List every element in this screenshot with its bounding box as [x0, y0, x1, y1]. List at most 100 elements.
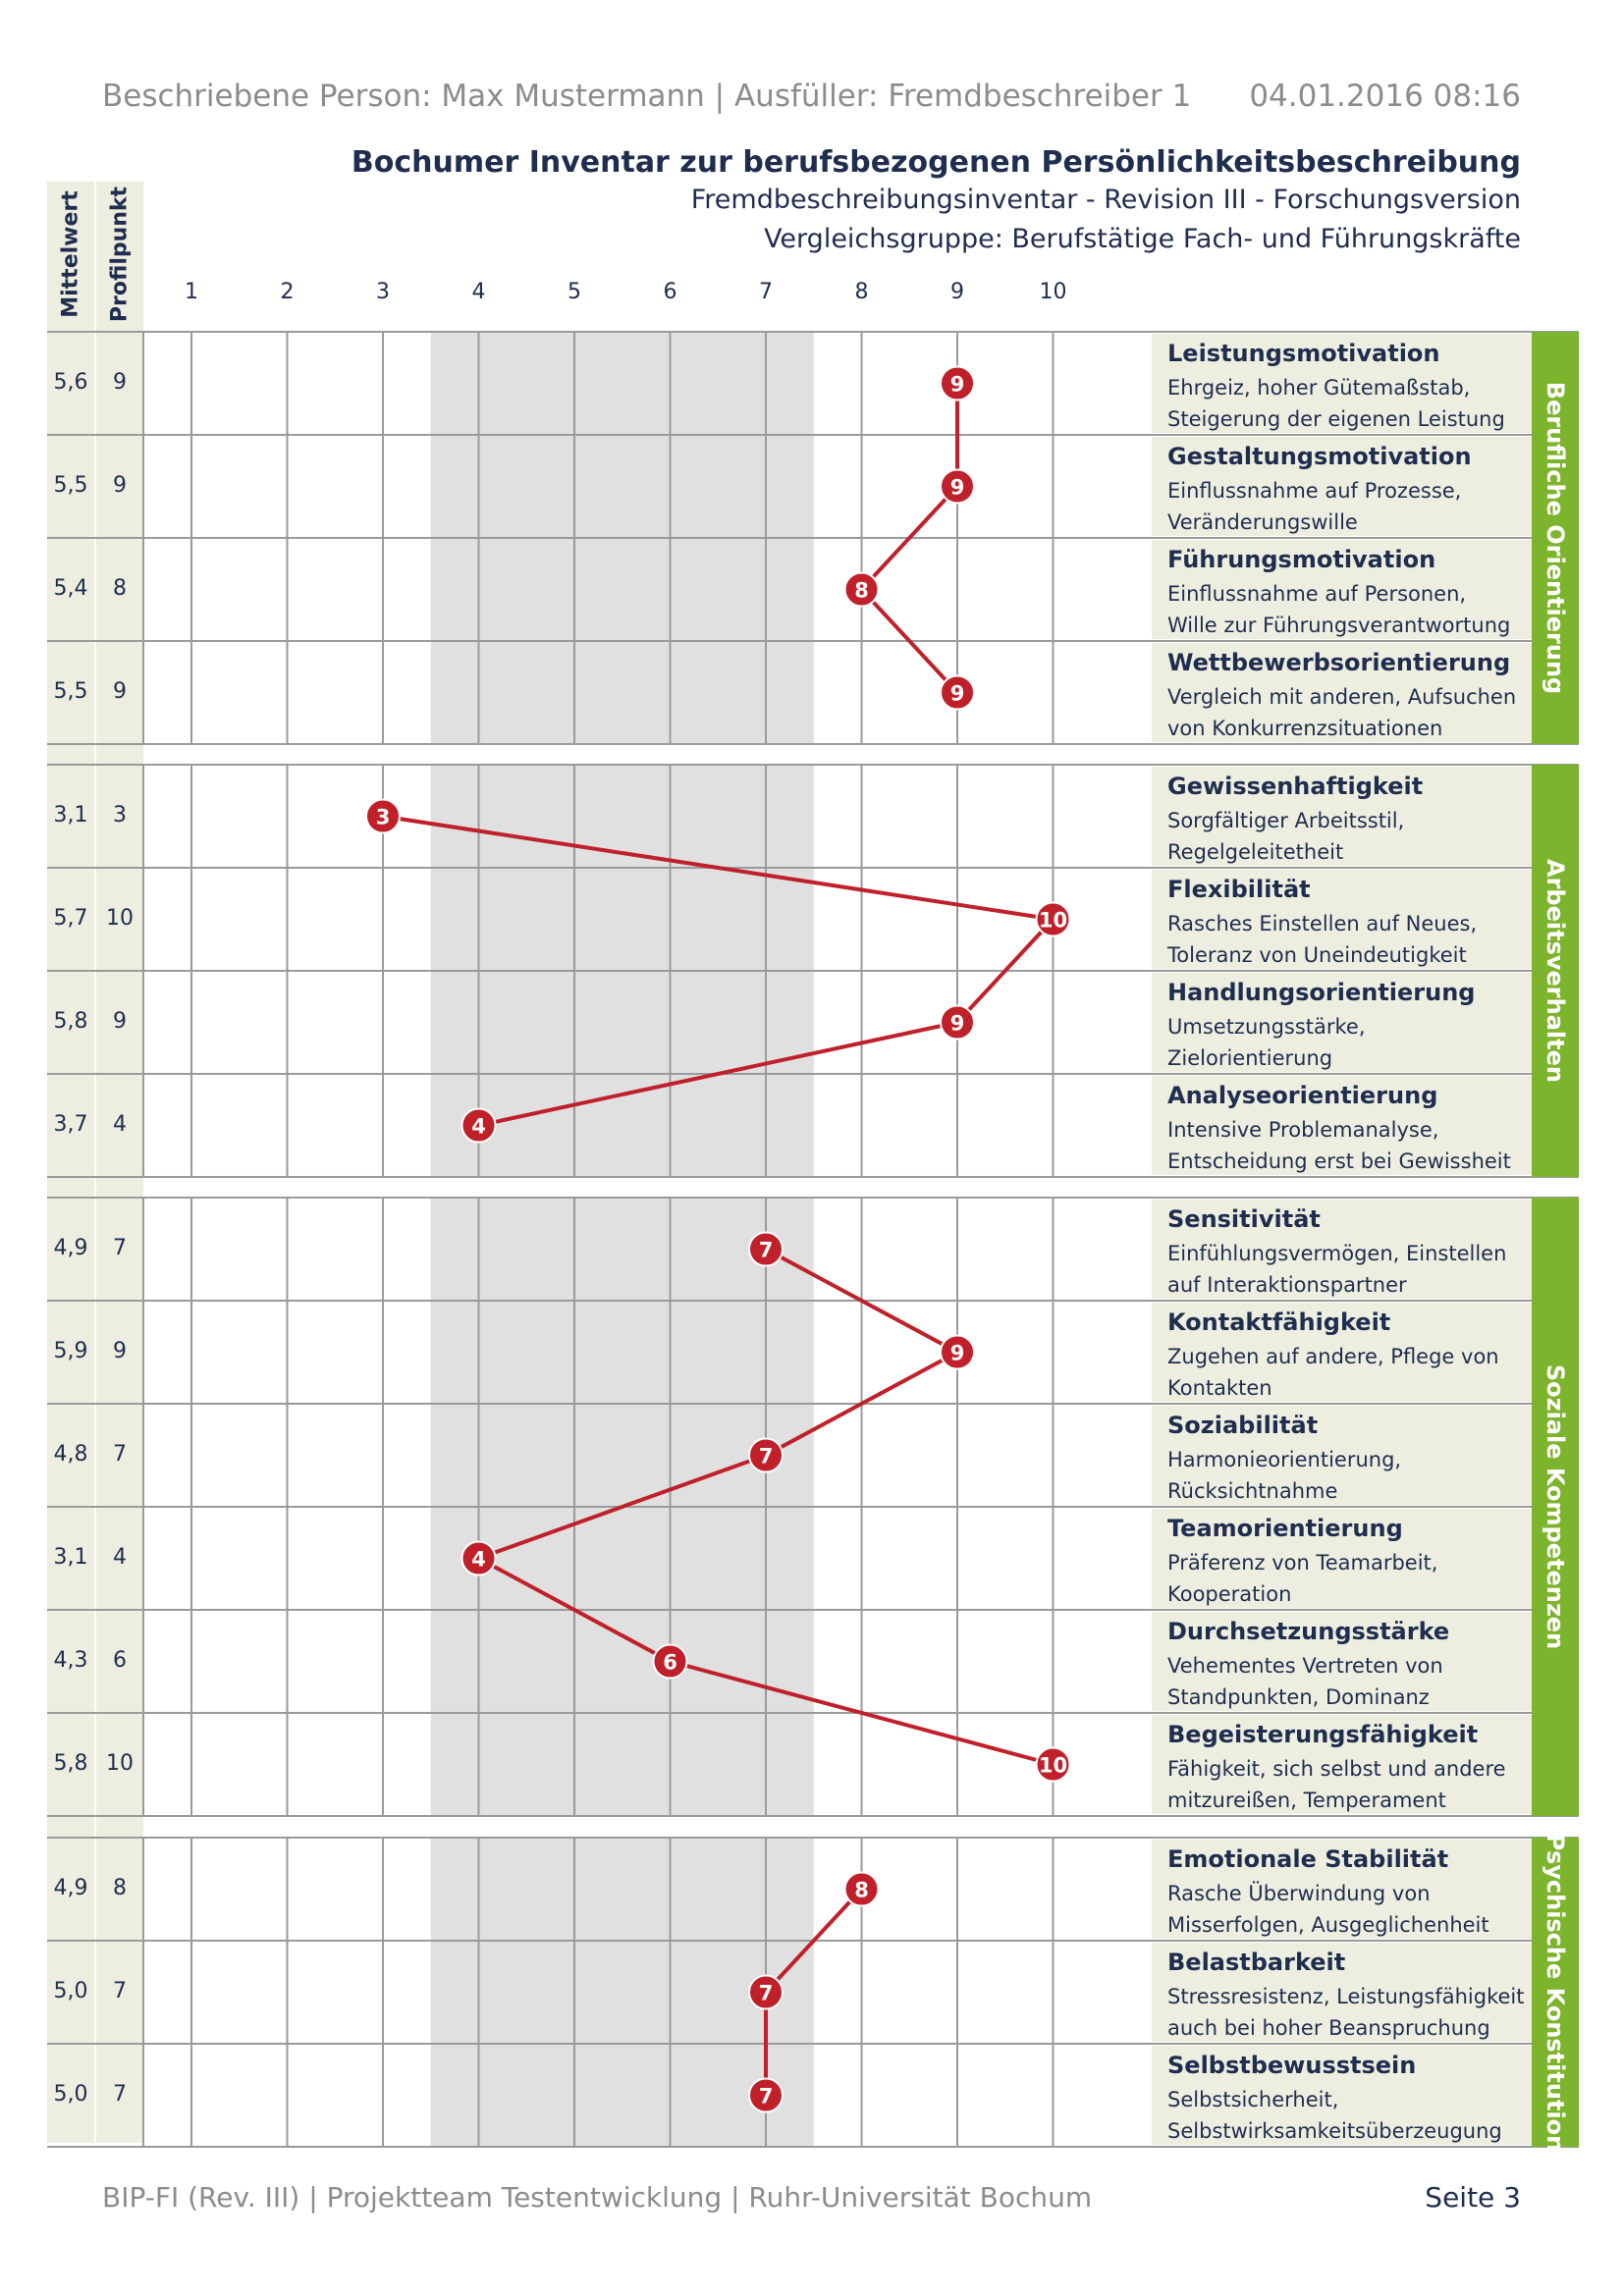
scale-desc-line1: Einflussnahme auf Personen, — [1167, 582, 1467, 606]
mean-value: 5,5 — [53, 678, 88, 704]
scale-row: 4,9 8 Emotionale Stabilität Rasche Überwind… — [47, 1838, 1574, 1941]
profile-marker-label: 8 — [854, 1879, 869, 1902]
scale-desc-text: Einflussnahme auf Personen, Wille zur Füh… — [1167, 578, 1510, 641]
profile-value: 7 — [113, 2081, 127, 2107]
scale-row: 5,5 9 Wettbewerbsorientierung Vergleich mit… — [47, 641, 1574, 744]
scale-description: Gestaltungsmotivation Einflussnahme auf P… — [1152, 437, 1574, 536]
scale-desc-line2: Rücksichtnahme — [1167, 1479, 1338, 1503]
profile-marker-dot — [748, 2077, 784, 2113]
scale-tick-label: 3 — [376, 280, 390, 304]
mean-value: 5,0 — [53, 2081, 88, 2107]
scale-description: Gewissenhaftigkeit Sorgfältiger Arbeitsst… — [1152, 767, 1574, 866]
mean-value: 4,9 — [53, 1235, 88, 1260]
profile-value: 6 — [113, 1647, 127, 1673]
scale-desc-line1: Vehementes Vertreten von — [1167, 1654, 1443, 1678]
profile-value: 3 — [113, 802, 127, 828]
scale-desc-line2: Kooperation — [1167, 1582, 1292, 1606]
profile-value: 7 — [113, 1235, 127, 1260]
mean-value: 5,5 — [53, 472, 88, 498]
profile-marker: 7 — [748, 1437, 784, 1473]
mean-value: 5,7 — [53, 905, 88, 931]
scale-desc-line2: auf Interaktionspartner — [1167, 1273, 1407, 1297]
scale-tick-label: 9 — [950, 280, 964, 304]
profile-marker-dot — [940, 674, 975, 711]
scale-tick-label: 4 — [471, 280, 486, 304]
profile-marker-label: 9 — [950, 682, 965, 706]
scale-desc-text: Vehementes Vertreten von Standpunkten, Do… — [1167, 1650, 1443, 1713]
profile-marker-label: 9 — [950, 1012, 965, 1036]
profile-marker-label: 7 — [759, 2085, 774, 2109]
scale-row: 4,3 6 Durchsetzungsstärke Vehementes Vertre… — [47, 1610, 1574, 1713]
scale-description: Soziabilität Harmonieorientierung, Rücksic… — [1152, 1406, 1574, 1505]
mean-value: 3,1 — [53, 1544, 88, 1570]
profile-marker-label: 4 — [471, 1115, 486, 1139]
scale-name: Sensitivität — [1167, 1205, 1321, 1233]
category-label: Psychische Konstitution — [1542, 1833, 1569, 2152]
scale-tick-label: 7 — [759, 280, 773, 304]
profile-marker: 7 — [748, 2077, 784, 2113]
scale-desc-text: Einfühlungsvermögen, Einstellen auf Inter… — [1167, 1238, 1506, 1301]
scale-name: Handlungsorientierung — [1167, 979, 1476, 1006]
scale-description: Sensitivität Einfühlungsvermögen, Einstel… — [1152, 1200, 1574, 1299]
scale-name: Begeisterungsfähigkeit — [1167, 1721, 1479, 1748]
profile-marker: 9 — [940, 468, 975, 505]
section-grid — [47, 331, 1579, 745]
scale-desc-text: Rasches Einstellen auf Neues, Toleranz vo… — [1167, 908, 1477, 971]
scale-description: Teamorientierung Präferenz von Teamarbeit… — [1152, 1509, 1574, 1608]
category-label: Soziale Kompetenzen — [1542, 1363, 1569, 1650]
profile-value: 9 — [113, 369, 127, 395]
mean-value: 3,1 — [53, 802, 88, 828]
scale-row: 3,1 3 Gewissenhaftigkeit Sorgfältiger Arbei… — [47, 765, 1574, 868]
scale-desc-line2: Misserfolgen, Ausgeglichenheit — [1167, 1913, 1489, 1937]
scale-desc-text: Intensive Problemanalyse, Entscheidung er… — [1167, 1114, 1511, 1177]
scale-desc-text: Selbstsicherheit, Selbstwirksamkeitsüberz… — [1167, 2084, 1502, 2147]
profile-marker-dot — [843, 571, 880, 608]
profile-marker: 9 — [940, 365, 975, 401]
scale-name: Belastbarkeit — [1167, 1949, 1346, 1976]
profile-marker: 9 — [940, 674, 975, 711]
scale-name: Kontaktfähigkeit — [1167, 1308, 1391, 1336]
scale-desc-line1: Intensive Problemanalyse, — [1167, 1118, 1439, 1142]
profile-marker-dot — [652, 1643, 688, 1680]
profile-marker-label: 6 — [663, 1651, 677, 1675]
profile-marker-label: 7 — [759, 1982, 774, 2005]
profile-marker-label: 3 — [376, 806, 391, 829]
comparison-group: Vergleichsgruppe: Berufstätige Fach- und… — [764, 224, 1521, 254]
scale-desc-line1: Zugehen auf andere, Pflege von — [1167, 1345, 1499, 1368]
scale-name: Leistungsmotivation — [1167, 340, 1440, 367]
profile-marker: 10 — [1035, 1746, 1071, 1783]
scale-name: Emotionale Stabilität — [1167, 1845, 1449, 1873]
scale-desc-line1: Stressresistenz, Leistungsfähigkeit — [1167, 1985, 1525, 2008]
scale-description: Führungsmotivation Einflussnahme auf Pers… — [1152, 540, 1574, 639]
profile-marker: 4 — [460, 1107, 497, 1144]
scale-desc-line2: Toleranz von Uneindeutigkeit — [1167, 943, 1467, 967]
profile-line — [382, 814, 1057, 1128]
profile-value: 4 — [113, 1111, 127, 1137]
scale-description: Belastbarkeit Stressresistenz, Leistungsf… — [1152, 1943, 1574, 2042]
scale-desc-line1: Fähigkeit, sich selbst und andere — [1167, 1757, 1506, 1781]
scale-desc-line1: Vergleich mit anderen, Aufsuchen — [1167, 685, 1517, 709]
header-person-line: Beschriebene Person: Max Mustermann | Au… — [102, 79, 1192, 114]
scale-desc-line2: von Konkurrenzsituationen — [1167, 717, 1443, 740]
scale-desc-line2: Selbstwirksamkeitsüberzeugung — [1167, 2119, 1502, 2143]
profile-value: 7 — [113, 1978, 127, 2003]
profile-marker: 10 — [1035, 901, 1071, 937]
scale-desc-text: Umsetzungsstärke, Zielorientierung — [1167, 1011, 1366, 1074]
scale-row: 5,8 9 Handlungsorientierung Umsetzungsstärk… — [47, 971, 1574, 1074]
scale-row: 5,7 10 Flexibilität Rasches Einstellen auf … — [47, 868, 1574, 971]
scale-row: 5,6 9 Leistungsmotivation Ehrgeiz, hoher Gü… — [47, 332, 1574, 435]
profile-marker-dot — [1035, 901, 1071, 937]
profile-value: 10 — [106, 1750, 134, 1776]
scale-description: Begeisterungsfähigkeit Fähigkeit, sich se… — [1152, 1715, 1574, 1814]
footer-credit: BIP-FI (Rev. III) | Projektteam Testentw… — [102, 2181, 1093, 2214]
page-number: Seite 3 — [1425, 2181, 1521, 2214]
scale-desc-line1: Rasche Überwindung von — [1167, 1882, 1431, 1905]
scale-name: Gewissenhaftigkeit — [1167, 773, 1424, 800]
profile-value: 9 — [113, 1338, 127, 1363]
scale-row: 5,0 7 Belastbarkeit Stressresistenz, Leistu… — [47, 1941, 1574, 2044]
scale-desc-line1: Umsetzungsstärke, — [1167, 1015, 1366, 1039]
scale-name: Flexibilität — [1167, 876, 1311, 903]
scale-desc-line2: Kontakten — [1167, 1376, 1272, 1400]
scale-desc-line1: Selbstsicherheit, — [1167, 2088, 1339, 2111]
category-bar: Psychische Konstitution — [1532, 1833, 1579, 2152]
